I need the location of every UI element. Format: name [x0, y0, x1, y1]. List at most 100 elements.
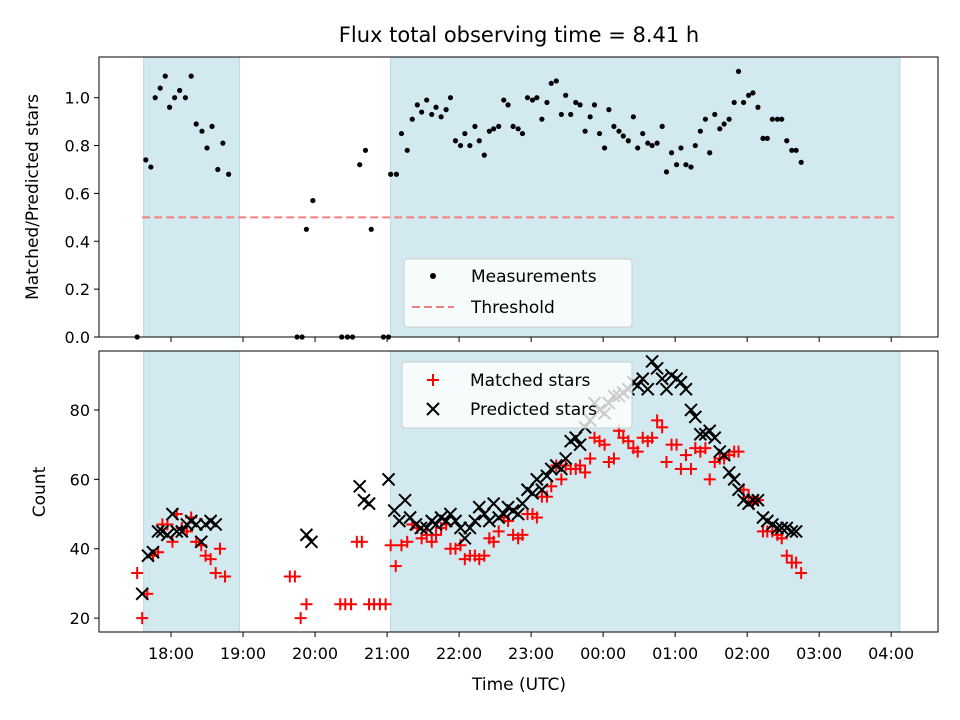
measurement-point — [760, 135, 766, 141]
measurement-point — [357, 162, 363, 168]
predicted-point — [650, 361, 664, 376]
predicted-point — [352, 479, 367, 494]
predicted-point — [702, 424, 717, 438]
measurement-point — [496, 123, 502, 130]
measurement-point — [476, 138, 482, 144]
ratio-y-label: Matched/Predicted stars — [23, 94, 43, 300]
measurement-point — [620, 133, 626, 139]
matched-point — [166, 535, 179, 548]
measurement-point — [740, 99, 747, 106]
measurement-point — [712, 111, 718, 118]
measurement-point — [204, 145, 210, 151]
panel-ratio: 0.0 0.2 0.4 0.6 0.8 1.0 Matched/Predicted sta… — [23, 56, 939, 347]
measurement-point — [659, 123, 665, 130]
measurement-point — [793, 147, 799, 153]
measurement-point — [414, 102, 420, 108]
measurement-point — [481, 152, 487, 158]
matched-point — [703, 473, 716, 486]
measurement-point — [398, 130, 405, 137]
measurement-point — [529, 97, 536, 103]
measurement-point — [755, 104, 761, 110]
matched-point — [345, 598, 358, 611]
predicted-point — [630, 378, 645, 393]
measurement-point — [534, 95, 540, 101]
predicted-point — [448, 514, 463, 528]
predicted-point — [463, 521, 477, 535]
matched-point — [579, 466, 592, 479]
matched-point — [780, 549, 793, 562]
legend-matched: Matched stars — [470, 371, 590, 391]
matched-point — [679, 449, 692, 462]
measurement-point — [654, 140, 660, 146]
predicted-point — [398, 493, 412, 507]
predicted-point — [170, 524, 184, 539]
measurement-point — [368, 226, 374, 232]
measurement-point — [447, 95, 454, 101]
measurement-point — [630, 114, 636, 120]
predicted-point — [146, 545, 160, 559]
measurement-point — [692, 142, 698, 149]
x-tick-label: 02:00 — [724, 644, 770, 663]
predicted-point — [486, 496, 501, 511]
matched-point — [646, 431, 659, 444]
measurement-point — [519, 130, 526, 137]
measurement-point — [668, 150, 675, 156]
measurement-point — [182, 95, 189, 101]
x-tick-label: 23:00 — [508, 644, 554, 663]
matched-point — [530, 511, 543, 524]
measurement-point — [764, 135, 770, 141]
predicted-point — [554, 462, 569, 476]
measurement-point — [769, 116, 775, 122]
measurement-point — [697, 128, 703, 134]
predicted-point — [381, 472, 396, 487]
measurement-point — [688, 164, 694, 170]
matched-point — [699, 442, 712, 455]
predicted-point — [511, 507, 525, 521]
measurement-point — [162, 73, 168, 79]
measurement-point — [188, 73, 194, 79]
measurement-point — [553, 78, 559, 84]
measurement-point — [649, 142, 655, 149]
measurement-point — [501, 97, 507, 103]
predicted-point — [727, 472, 741, 487]
measurement-point — [750, 90, 756, 96]
matched-point — [294, 612, 307, 625]
measurement-point — [577, 102, 583, 108]
measurement-point — [491, 126, 497, 132]
matched-point — [795, 567, 808, 580]
matched-point — [136, 612, 149, 625]
measurement-point — [486, 128, 492, 134]
measurement-point — [362, 147, 369, 153]
measurement-point — [789, 147, 795, 153]
x-tick-label: 01:00 — [652, 644, 698, 663]
matched-point — [425, 535, 438, 548]
measurement-point — [707, 150, 713, 156]
measurement-point — [587, 114, 593, 120]
predicted-point — [785, 524, 799, 539]
measurement-point — [784, 138, 790, 144]
y-tick-label: 0.8 — [65, 137, 90, 156]
measurement-point — [166, 104, 173, 110]
predicted-point — [636, 372, 650, 386]
y-tick-label: 80 — [70, 401, 90, 420]
measurement-point — [606, 107, 612, 113]
predicted-point — [708, 431, 722, 445]
measurement-point — [443, 107, 449, 113]
measurement-point — [433, 104, 439, 110]
measurement-point — [404, 147, 410, 153]
x-tick-label: 19:00 — [220, 644, 266, 663]
panel-count: 20 40 60 80 18:00 19:00 20:00 21:00 22:00 23:00 0… — [30, 337, 939, 695]
predicted-point — [299, 528, 314, 542]
measurement-point — [199, 128, 205, 134]
x-tick-label: 18:00 — [148, 644, 194, 663]
measurement-point — [702, 116, 708, 122]
measurement-point — [148, 164, 154, 170]
predicted-point — [468, 514, 482, 528]
measurement-point — [510, 123, 516, 130]
predicted-point — [684, 403, 698, 417]
matched-point — [487, 535, 500, 548]
measurement-point — [388, 171, 394, 177]
matched-point — [384, 539, 397, 552]
measurement-point — [745, 92, 752, 98]
